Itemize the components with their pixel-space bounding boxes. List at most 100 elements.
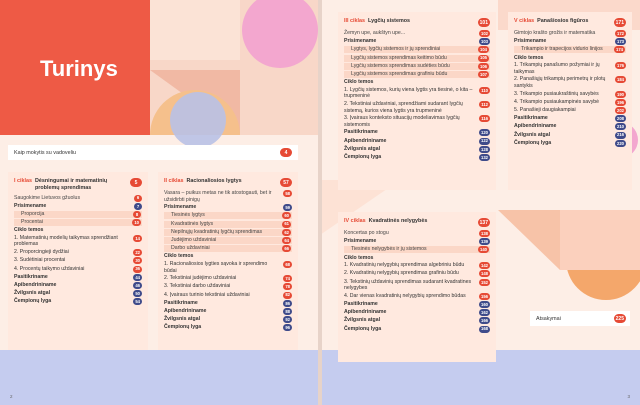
toc-entry-page-badge: 30 bbox=[133, 257, 142, 265]
section-entry[interactable]: Apibendrininame 122 bbox=[344, 137, 490, 145]
chapter-title: Kvadratinės nelygybės bbox=[368, 218, 428, 224]
toc-entry-page-badge: 160 bbox=[479, 301, 490, 308]
toc-entry[interactable]: Tiesinės nelygybės ir jų sistemos 140 bbox=[344, 246, 490, 254]
section-entry[interactable]: Žvilgsnis atgal 128 bbox=[344, 145, 490, 153]
toc-entry[interactable]: Lygtys, lygčių sistemos ir jų sprendinia… bbox=[344, 46, 490, 54]
section-entry[interactable]: Čempionų lyga 168 bbox=[344, 325, 490, 333]
section-entry[interactable]: Apibendrininame 46 bbox=[14, 281, 142, 289]
toc-entry[interactable]: 2. Proporcingieji dydžiai 22 bbox=[14, 249, 142, 257]
section-entry[interactable]: Prisimename 59 bbox=[164, 204, 292, 212]
section-entry[interactable]: Prisimename 173 bbox=[514, 38, 626, 46]
section-entry[interactable]: Pasitikriname 208 bbox=[514, 115, 626, 123]
toc-entry[interactable]: Judėjimo uždaviniai 64 bbox=[164, 236, 292, 244]
toc-entry-page-badge: 138 bbox=[479, 230, 490, 237]
toc-entry[interactable]: 4. Procentų taikymo uždaviniai 36 bbox=[14, 265, 142, 273]
toc-entry[interactable]: 5. Panašieji daugiakampiai 202 bbox=[514, 107, 626, 114]
section-entry[interactable]: Žvilgsnis atgal 216 bbox=[514, 131, 626, 139]
toc-entry[interactable]: 1. Matematinių modelių taikymas sprendži… bbox=[14, 234, 142, 248]
toc-entry[interactable]: Proporcija 8 bbox=[14, 210, 142, 218]
toc-entry-page-badge: 78 bbox=[283, 283, 292, 291]
toc-entry[interactable]: 3. Tekstinių uždavinių sprendimas sudara… bbox=[344, 278, 490, 292]
section-entry[interactable]: Pasitikriname 160 bbox=[344, 301, 490, 308]
answers-entry[interactable]: Atsakymai 225 bbox=[530, 311, 630, 326]
toc-entry-page-badge: 148 bbox=[479, 270, 490, 278]
toc-entry[interactable]: Vasara – puikus metas ne tik atostogauti… bbox=[164, 190, 292, 203]
section-entry[interactable]: Apibendrininame 88 bbox=[164, 307, 292, 315]
toc-entry[interactable]: 4. Įvairaus turinio tekstiniai uždavinia… bbox=[164, 291, 292, 299]
toc-entry-label: Apibendrininame bbox=[14, 281, 57, 288]
toc-entry-page-badge: 103 bbox=[479, 38, 490, 46]
toc-entry[interactable]: Tiesinės lygtys 60 bbox=[164, 212, 292, 220]
toc-entry[interactable]: 1. Lygčių sistemos, kurių viena lygtis y… bbox=[344, 86, 490, 100]
toc-entry[interactable]: 3. Trikampio pusiaukraštinių savybės 190 bbox=[514, 90, 626, 98]
toc-entry-label: Žvilgsnis atgal bbox=[164, 316, 201, 323]
toc-entry-page-badge: 210 bbox=[615, 123, 626, 131]
toc-entry[interactable]: 1. Trikampių panašumo požymiai ir jų tai… bbox=[514, 62, 626, 75]
toc-entry[interactable]: 1. Racionaliosios lygties sąvoka ir spre… bbox=[164, 261, 292, 274]
toc-entry-label: 3. Sudėtiniai procentai bbox=[14, 257, 66, 264]
toc-entry-page-badge: 14 bbox=[133, 234, 142, 242]
section-entry[interactable]: Prisimename 7 bbox=[14, 202, 142, 210]
toc-entry[interactable]: Procentai 10 bbox=[14, 219, 142, 227]
toc-entry[interactable]: 3. Sudėtiniai procentai 30 bbox=[14, 257, 142, 265]
toc-entry-label: Žvilgsnis atgal bbox=[14, 290, 51, 297]
toc-entry-label: Ciklo temos bbox=[14, 227, 44, 234]
toc-entry[interactable]: Lygčių sistemos sprendimas sudėties būdu… bbox=[344, 62, 490, 70]
toc-entry-label: Saugokime Lietuvos gžuolus bbox=[14, 194, 81, 201]
section-entry[interactable]: Čempionų lyga 54 bbox=[14, 298, 142, 306]
toc-entry-page-badge: 107 bbox=[478, 70, 489, 78]
toc-entry[interactable]: 2. Kvadratinių nelygybių sprendimas graf… bbox=[344, 270, 490, 278]
section-entry[interactable]: Prisimename 103 bbox=[344, 38, 490, 46]
toc-entry[interactable]: 2. Panašiųjų trikampių perimetrų ir plot… bbox=[514, 76, 626, 89]
toc-entry[interactable]: Kvadratinės lygtys 61 bbox=[164, 220, 292, 228]
chapter-card-4: IV ciklas Kvadratinės nelygybės 137 Koncert… bbox=[338, 212, 496, 362]
toc-entry[interactable]: Darbo uždaviniai 66 bbox=[164, 245, 292, 253]
toc-entry-page-badge: 196 bbox=[615, 98, 626, 106]
section-entry[interactable]: Žvilgsnis atgal 50 bbox=[14, 290, 142, 298]
section-entry[interactable]: Žvilgsnis atgal 92 bbox=[164, 316, 292, 324]
section-entry[interactable]: Ciklo temos bbox=[344, 255, 490, 262]
toc-entry-label: Ciklo temos bbox=[344, 79, 374, 86]
toc-entry[interactable]: Koncertas po stogu 138 bbox=[344, 230, 490, 237]
toc-entry-page-badge: 139 bbox=[479, 238, 490, 246]
section-entry[interactable]: Pasitikriname 120 bbox=[344, 129, 490, 137]
section-entry[interactable]: Čempionų lyga 96 bbox=[164, 324, 292, 332]
page-title: Turinys bbox=[40, 56, 118, 81]
section-entry[interactable]: Ciklo temos bbox=[344, 79, 490, 86]
toc-entry-page-badge: 166 bbox=[479, 317, 490, 325]
section-entry[interactable]: Ciklo temos bbox=[14, 227, 142, 234]
section-entry[interactable]: Ciklo temos bbox=[514, 55, 626, 62]
toc-entry[interactable]: 1. Kvadratinių nelygybių sprendimas alge… bbox=[344, 262, 490, 270]
section-entry[interactable]: Žvilgsnis atgal 166 bbox=[344, 317, 490, 325]
toc-entry-page-badge: 82 bbox=[283, 291, 292, 299]
chapter-heading: II ciklas Racionaliosios lygtys 57 bbox=[164, 178, 292, 187]
toc-entry[interactable]: 3. Įvairaus konteksto situacijų modeliav… bbox=[344, 115, 490, 128]
toc-entry[interactable]: Lygčių sistemos sprendimas grafiniu būdu… bbox=[344, 70, 490, 78]
toc-entry[interactable]: 4. Dar vienas kvadratinių nelygybių spre… bbox=[344, 292, 490, 300]
page-number-right: 3 bbox=[627, 394, 630, 399]
section-entry[interactable]: Prisimename 139 bbox=[344, 238, 490, 246]
section-entry[interactable]: Ciklo temos bbox=[164, 253, 292, 260]
section-entry[interactable]: Čempionų lyga 220 bbox=[514, 139, 626, 147]
chapter-card-3: III ciklas Lygčių sistemos 101 Žemyn upe, a… bbox=[338, 12, 496, 190]
toc-entry[interactable]: Gimtojo krašto grožis ir matematika 172 bbox=[514, 30, 626, 37]
section-entry[interactable]: Čempionų lyga 132 bbox=[344, 153, 490, 161]
toc-entry[interactable]: Žemyn upe, aukštyn upe... 102 bbox=[344, 30, 490, 37]
toc-entry[interactable]: Nepilnųjų kvadratinių lygčių sprendimas 6… bbox=[164, 228, 292, 236]
toc-entry[interactable]: Saugokime Lietuvos gžuolus 6 bbox=[14, 194, 142, 202]
toc-entry[interactable]: Trikampio ir trapecijos vidurio linijos 1… bbox=[514, 46, 626, 54]
toc-entry-label: 3. Tekstinių uždavinių sprendimas sudara… bbox=[344, 278, 472, 292]
toc-entry-label: Tiesinės lygtys bbox=[171, 212, 205, 219]
intro-entry[interactable]: Kaip mokytis su vadoveliu 4 bbox=[8, 145, 298, 160]
toc-entry[interactable]: Lygčių sistemos sprendimas keitimo būdu 1… bbox=[344, 54, 490, 62]
toc-entry[interactable]: 3. Tekstiniai darbo uždaviniai 78 bbox=[164, 283, 292, 291]
toc-entry[interactable]: 2. Tekstiniai uždaviniai, sprendžiami su… bbox=[344, 101, 490, 114]
section-entry[interactable]: Pasitikriname 44 bbox=[14, 273, 142, 281]
toc-entry[interactable]: 4. Trikampio pusiaukampinės savybė 196 bbox=[514, 98, 626, 106]
section-entry[interactable]: Apibendrininame 210 bbox=[514, 123, 626, 131]
toc-entry-page-badge: 10 bbox=[132, 219, 141, 227]
toc-entry-page-badge: 120 bbox=[479, 129, 490, 137]
toc-entry[interactable]: 2. Tekstiniai judėjimo uždaviniai 74 bbox=[164, 275, 292, 283]
section-entry[interactable]: Apibendrininame 162 bbox=[344, 309, 490, 317]
section-entry[interactable]: Pasitikriname 86 bbox=[164, 299, 292, 307]
